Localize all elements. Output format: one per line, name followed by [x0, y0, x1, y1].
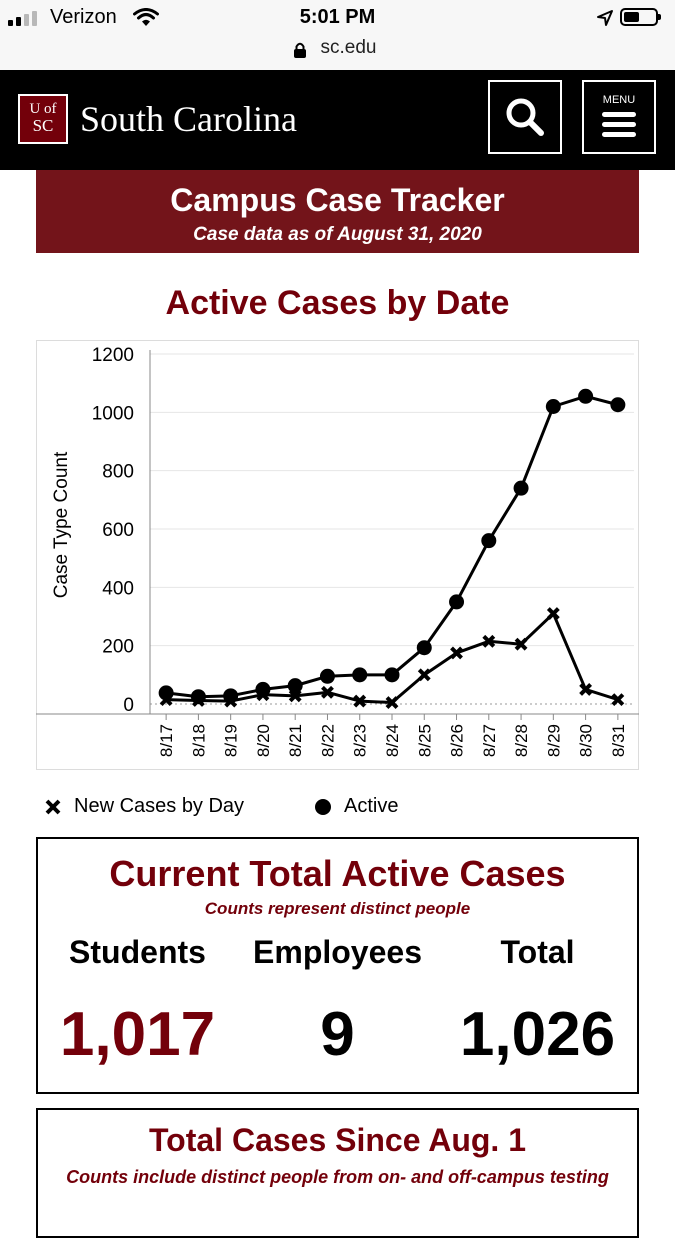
- y-tick-label: 600: [102, 520, 134, 541]
- active-point[interactable]: [158, 685, 174, 701]
- new-cases-point[interactable]: [353, 694, 367, 708]
- x-tick-label: 8/21: [286, 724, 305, 757]
- total-count: 1,026: [459, 1000, 616, 1069]
- active-point[interactable]: [255, 681, 271, 697]
- site-header: U of SC South Carolina MENU: [0, 70, 675, 170]
- hamburger-icon: [602, 112, 636, 142]
- menu-label: MENU: [602, 94, 636, 106]
- current-active-cases-panel: Current Total Active Cases Counts repres…: [36, 837, 639, 1094]
- x-tick-label: 8/22: [318, 724, 337, 757]
- x-tick-label: 8/27: [480, 724, 499, 757]
- battery-icon: [620, 8, 661, 26]
- location-arrow-icon: [597, 10, 613, 26]
- active-point[interactable]: [481, 533, 497, 549]
- new-cases-point[interactable]: [450, 646, 463, 660]
- cross-marker-icon: [45, 799, 61, 815]
- new-cases-point[interactable]: [482, 634, 496, 648]
- y-tick-label: 0: [123, 695, 134, 716]
- x-tick-label: 8/29: [544, 724, 563, 757]
- new-cases-point[interactable]: [546, 607, 560, 620]
- legend-item-new-cases[interactable]: New Cases by Day: [44, 793, 244, 819]
- y-tick-label: 1200: [92, 345, 134, 366]
- signal-icon: [8, 10, 44, 26]
- x-tick-label: 8/28: [512, 724, 531, 757]
- x-tick-label: 8/20: [254, 724, 273, 757]
- case-tracker-banner: Campus Case Tracker Case data as of Augu…: [36, 170, 639, 253]
- y-tick-label: 400: [102, 578, 134, 599]
- legend-item-active[interactable]: Active: [314, 793, 398, 819]
- x-tick-label: 8/18: [189, 724, 208, 757]
- menu-button[interactable]: MENU: [582, 80, 656, 154]
- active-point[interactable]: [223, 688, 239, 704]
- total-cases-panel: Total Cases Since Aug. 1 Counts include …: [36, 1108, 639, 1238]
- active-point[interactable]: [416, 640, 432, 656]
- y-tick-label: 1000: [92, 403, 134, 424]
- y-axis-label: Case Type Count: [51, 451, 72, 598]
- active-point[interactable]: [352, 667, 368, 683]
- dot-marker-icon: [315, 798, 331, 815]
- active-point[interactable]: [545, 399, 561, 414]
- new-cases-point[interactable]: [514, 637, 528, 651]
- employees-count: 9: [320, 1000, 355, 1069]
- total-label: Total: [500, 934, 575, 970]
- search-button[interactable]: [488, 80, 562, 154]
- banner-subtitle: Case data as of August 31, 2020: [193, 224, 482, 245]
- students-label: Students: [69, 934, 206, 970]
- clock-time: 5:01 PM: [299, 6, 376, 28]
- active-point[interactable]: [319, 668, 335, 684]
- new-cases-point[interactable]: [417, 668, 431, 682]
- total-panel-title: Total Cases Since Aug. 1: [149, 1122, 526, 1158]
- active-cases-chart: 0 200 400 600 800 1000 1200 8/17 8/18 8/19 8/20 8/2…: [36, 340, 639, 770]
- new-cases-point[interactable]: [321, 685, 334, 699]
- new-cases-point[interactable]: [288, 689, 302, 703]
- address-bar-url[interactable]: sc.edu: [320, 37, 377, 58]
- wifi-icon: [133, 8, 159, 26]
- legend-label-new-cases: New Cases by Day: [74, 795, 245, 817]
- active-point[interactable]: [384, 667, 400, 683]
- employees-label: Employees: [253, 934, 422, 970]
- lock-icon: [294, 42, 306, 58]
- active-panel-title: Current Total Active Cases: [109, 853, 566, 894]
- x-tick-label: 8/30: [577, 724, 596, 757]
- x-tick-label: 8/24: [383, 724, 402, 757]
- active-panel-subtitle: Counts represent distinct people: [204, 899, 471, 918]
- x-tick-label: 8/31: [609, 724, 628, 757]
- y-tick-label: 800: [102, 462, 134, 483]
- uofsc-logo[interactable]: U of SC: [18, 94, 68, 144]
- new-cases-point[interactable]: [611, 693, 625, 707]
- x-tick-label: 8/26: [448, 724, 467, 757]
- active-point[interactable]: [513, 480, 529, 496]
- total-panel-subtitle: Counts include distinct people from on- …: [66, 1167, 609, 1187]
- y-tick-label: 200: [102, 637, 134, 658]
- x-tick-label: 8/25: [415, 724, 434, 757]
- x-tick-label: 8/17: [157, 724, 176, 757]
- x-tick-label: 8/19: [222, 724, 241, 757]
- active-point[interactable]: [610, 397, 626, 413]
- search-icon: [506, 98, 544, 136]
- new-cases-point[interactable]: [579, 683, 593, 696]
- chart-title: Active Cases by Date: [165, 284, 510, 322]
- new-cases-point[interactable]: [385, 696, 399, 709]
- active-point[interactable]: [578, 388, 594, 404]
- site-brand-name[interactable]: South Carolina: [80, 99, 297, 139]
- students-count: 1,017: [59, 1000, 216, 1069]
- legend-label-active: Active: [344, 795, 399, 817]
- active-point[interactable]: [190, 689, 206, 705]
- x-tick-label: 8/23: [351, 724, 370, 757]
- status-bar: Verizon 5:01 PM sc.edu: [0, 0, 675, 70]
- active-point[interactable]: [287, 678, 303, 694]
- carrier-name: Verizon: [50, 6, 117, 28]
- banner-title: Campus Case Tracker: [170, 182, 505, 218]
- active-point[interactable]: [449, 594, 465, 610]
